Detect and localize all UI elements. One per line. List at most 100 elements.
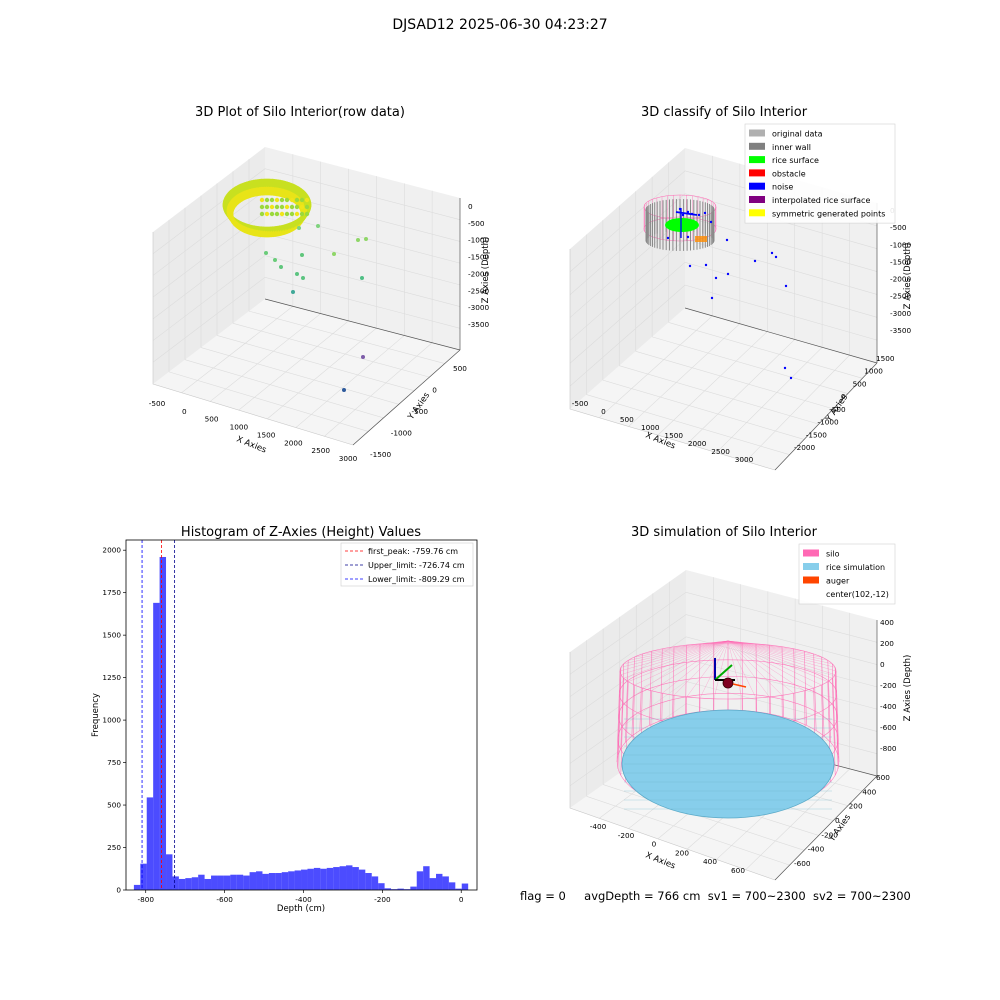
- classify-legend-swatch: [749, 142, 765, 150]
- classify-z-tick-label: -1000: [890, 240, 912, 249]
- simulation-box-grid-line: [569, 614, 878, 697]
- raw-outlier-point: [300, 253, 304, 257]
- simulation-y-tick-label: -400: [808, 845, 825, 854]
- noise-point: [726, 272, 730, 276]
- noise-point: [688, 264, 692, 268]
- histogram-bar: [262, 873, 269, 890]
- histogram-bar: [249, 872, 257, 890]
- simulation-y-tick-label: 200: [849, 802, 863, 811]
- histogram-bar: [198, 874, 205, 890]
- histogram-x-tick-label: -600: [216, 895, 233, 904]
- raw-point: [304, 211, 310, 217]
- raw-box-side-pane: [265, 147, 460, 350]
- raw-box-grid-line: [216, 335, 415, 392]
- silo-roof-wire: [686, 640, 729, 698]
- classify-box-grid-line: [569, 261, 878, 364]
- histogram-bar: [172, 876, 179, 890]
- histogram-bar: [346, 865, 353, 890]
- classify-legend-label: obstacle: [772, 169, 806, 178]
- histogram-y-tick-label: 1250: [102, 673, 121, 682]
- raw-x-tick-label: 2000: [284, 438, 303, 447]
- simulation-x-tick-label: 200: [675, 848, 689, 857]
- auger: [732, 683, 747, 688]
- classify-x-tick-label: 3000: [735, 455, 754, 464]
- classify-y-tick-label: -1500: [806, 430, 828, 439]
- histogram-y-axis-label: Frequency: [91, 693, 101, 737]
- histogram-bar: [326, 867, 334, 890]
- histogram-bar: [223, 875, 231, 890]
- histogram-y-tick-label: 1000: [102, 716, 121, 725]
- classify-box-grid-line: [569, 284, 878, 387]
- raw-box-grid-line: [152, 276, 461, 363]
- classify-legend: original data inner wall rice surface obsta…: [744, 123, 896, 224]
- center-y-arrow: [714, 664, 733, 681]
- raw-point: [294, 204, 300, 210]
- simulation-legend: silo rice simulation auger center(102,-12): [798, 543, 896, 605]
- noise-point: [774, 255, 778, 259]
- raw-outlier-point: [297, 226, 301, 230]
- noise-point: [709, 220, 713, 224]
- histogram-bar: [436, 873, 443, 890]
- histogram-bar: [294, 870, 302, 890]
- histogram-bar: [166, 854, 173, 890]
- silo-roof-wire: [623, 640, 729, 679]
- panel-raw-title: 3D Plot of Silo Interior(row data): [195, 105, 405, 120]
- raw-point: [259, 204, 265, 210]
- raw-point: [269, 204, 275, 210]
- raw-outlier-point: [279, 265, 283, 269]
- silo-roof-wire: [727, 640, 828, 661]
- silo-roof-wire: [634, 640, 729, 658]
- classify-x-tick-label: 2000: [688, 439, 707, 448]
- classify-legend-label: symmetric generated points: [772, 209, 885, 218]
- classify-box-grid-line: [628, 323, 741, 427]
- histogram-x-tick-label: -400: [295, 895, 312, 904]
- raw-point: [264, 204, 270, 210]
- classify-legend-label: noise: [772, 183, 793, 192]
- histogram-title: Histogram of Z-Axies (Height) Values: [181, 525, 421, 540]
- silo-roof-wire: [727, 640, 805, 691]
- raw-point: [289, 204, 295, 210]
- simulation-box-grid-line: [569, 658, 878, 742]
- histogram-bar: [384, 888, 392, 890]
- histogram-bar: [442, 876, 449, 890]
- silo-roof-wire: [727, 640, 833, 679]
- histogram-bar: [230, 874, 237, 890]
- histogram-y-tick-label: 1500: [102, 631, 121, 640]
- histogram-bar: [333, 867, 340, 890]
- raw-point: [289, 197, 295, 203]
- raw-z-tick-label: -1500: [468, 253, 490, 262]
- classify-legend-swatch: [749, 156, 765, 164]
- histogram-bar: [352, 867, 359, 890]
- raw-point: [279, 211, 285, 217]
- histogram-bar: [256, 871, 263, 890]
- histogram-bar: [191, 877, 199, 890]
- raw-box-back-pane: [153, 147, 265, 384]
- noise-point: [783, 366, 787, 370]
- silo-roof-wire: [727, 640, 833, 664]
- raw-z-tick-label: -2000: [468, 269, 490, 278]
- histogram-bar: [178, 878, 186, 890]
- silo-roof-wire: [727, 640, 743, 699]
- histogram-bar: [204, 878, 212, 890]
- histogram-bar: [307, 868, 314, 890]
- raw-x-tick-label: 2500: [311, 446, 330, 455]
- noise-point: [770, 251, 774, 255]
- histogram-y-tick-label: 750: [107, 758, 121, 767]
- histogram-reference-lines: [141, 540, 176, 890]
- classify-legend-swatch: [749, 169, 765, 177]
- histogram-bar: [133, 884, 141, 890]
- raw-point: [299, 197, 305, 203]
- histogram-y-tick-label: 0: [116, 886, 121, 895]
- histogram-bar: [281, 872, 289, 890]
- raw-z-axis-label: Z Axies (Depth): [481, 237, 491, 304]
- raw-point: [284, 204, 290, 210]
- classified-point-cloud: [643, 194, 793, 380]
- simulation-x-tick-label: -400: [590, 822, 607, 831]
- histogram-bar: [146, 797, 154, 890]
- classify-box-grid-line: [716, 347, 823, 453]
- classify-box-edge: [569, 249, 776, 471]
- histogram-bar: [416, 871, 424, 890]
- simulation-box-x-axis-line: [774, 775, 878, 881]
- raw-x-tick-label: -500: [149, 399, 166, 408]
- status-avg-depth: avgDepth = 766 cm: [584, 889, 701, 903]
